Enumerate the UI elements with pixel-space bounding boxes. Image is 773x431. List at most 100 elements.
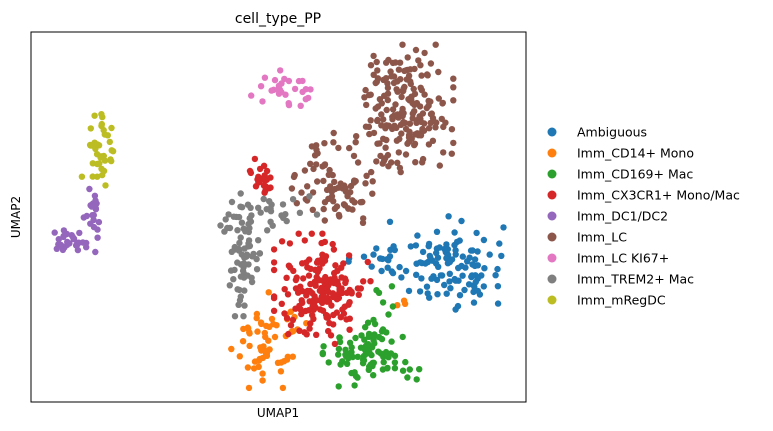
data-point bbox=[353, 133, 360, 140]
legend-item: Imm_CD169+ Mac bbox=[547, 167, 693, 182]
data-point bbox=[470, 299, 478, 306]
data-point bbox=[255, 363, 262, 370]
data-point bbox=[339, 185, 346, 192]
data-point bbox=[265, 289, 272, 296]
data-point bbox=[363, 172, 370, 179]
data-point bbox=[436, 244, 443, 251]
data-point bbox=[444, 246, 451, 253]
data-point bbox=[242, 228, 249, 235]
data-point bbox=[279, 201, 287, 208]
data-point bbox=[245, 240, 252, 247]
data-point bbox=[384, 96, 391, 104]
data-point bbox=[307, 160, 314, 167]
data-point bbox=[283, 274, 290, 281]
data-point bbox=[371, 320, 379, 328]
data-point bbox=[474, 248, 481, 255]
data-point bbox=[260, 182, 268, 189]
data-point bbox=[450, 84, 457, 91]
data-point bbox=[348, 290, 355, 297]
data-point bbox=[281, 286, 288, 293]
data-point bbox=[300, 275, 307, 282]
data-point bbox=[319, 163, 326, 170]
legend-label: Imm_CD14+ Mono bbox=[577, 146, 694, 161]
data-point bbox=[288, 185, 296, 192]
data-point bbox=[407, 243, 414, 250]
data-point bbox=[406, 366, 413, 373]
data-point bbox=[384, 264, 391, 271]
data-point bbox=[354, 159, 362, 166]
data-point bbox=[402, 151, 410, 158]
data-point bbox=[404, 374, 411, 381]
data-point bbox=[301, 237, 308, 244]
data-point bbox=[346, 144, 353, 152]
data-point bbox=[260, 195, 267, 203]
data-point bbox=[257, 83, 265, 90]
data-point bbox=[365, 366, 372, 373]
data-point bbox=[434, 291, 441, 298]
data-point bbox=[239, 338, 247, 345]
data-point bbox=[228, 198, 236, 206]
data-point bbox=[320, 343, 327, 350]
data-point bbox=[402, 358, 409, 366]
data-point bbox=[284, 353, 291, 360]
data-point bbox=[331, 205, 339, 212]
data-point bbox=[346, 339, 354, 346]
data-point bbox=[345, 205, 352, 212]
data-point bbox=[409, 115, 416, 122]
data-point bbox=[399, 108, 406, 115]
data-point bbox=[374, 67, 381, 74]
data-point bbox=[399, 367, 407, 374]
data-point bbox=[91, 112, 98, 119]
data-point bbox=[432, 41, 439, 48]
data-point bbox=[89, 200, 97, 207]
data-point bbox=[305, 272, 313, 279]
data-point bbox=[348, 369, 355, 377]
series-imm-dc1-dc2 bbox=[51, 185, 103, 256]
data-point bbox=[243, 251, 251, 258]
data-point bbox=[365, 333, 373, 340]
data-point bbox=[367, 61, 375, 69]
data-point bbox=[278, 359, 285, 366]
data-point bbox=[308, 230, 315, 237]
data-point bbox=[237, 234, 244, 241]
data-point bbox=[325, 171, 332, 178]
data-point bbox=[226, 282, 233, 289]
data-point bbox=[413, 376, 420, 383]
legend-item: Imm_LC bbox=[547, 230, 627, 245]
data-point bbox=[317, 306, 324, 313]
data-point bbox=[225, 211, 232, 218]
data-point bbox=[330, 246, 338, 253]
data-point bbox=[378, 335, 386, 343]
data-point bbox=[237, 273, 245, 280]
data-point bbox=[68, 232, 75, 239]
data-point bbox=[354, 353, 361, 360]
data-point bbox=[319, 251, 326, 258]
legend-marker bbox=[547, 253, 557, 263]
data-point bbox=[94, 234, 101, 241]
data-point bbox=[261, 177, 269, 184]
data-point bbox=[258, 320, 265, 328]
legend-item: Ambiguous bbox=[547, 125, 647, 140]
data-point bbox=[321, 140, 328, 147]
data-point bbox=[465, 281, 473, 288]
data-point bbox=[231, 313, 239, 320]
data-point bbox=[496, 240, 503, 247]
data-point bbox=[500, 224, 507, 231]
data-point bbox=[268, 87, 275, 94]
data-point bbox=[410, 85, 417, 93]
legend-marker bbox=[547, 211, 557, 221]
data-point bbox=[343, 316, 350, 323]
data-point bbox=[379, 255, 386, 263]
data-point bbox=[474, 287, 481, 295]
data-point bbox=[428, 110, 435, 117]
data-point bbox=[383, 106, 390, 114]
data-point bbox=[257, 209, 264, 216]
data-point bbox=[434, 254, 442, 261]
data-point bbox=[423, 104, 430, 112]
data-point bbox=[228, 345, 235, 353]
data-point bbox=[290, 267, 297, 275]
data-point bbox=[94, 226, 101, 233]
data-point bbox=[345, 252, 353, 259]
data-point bbox=[398, 130, 405, 137]
data-point bbox=[406, 120, 414, 127]
